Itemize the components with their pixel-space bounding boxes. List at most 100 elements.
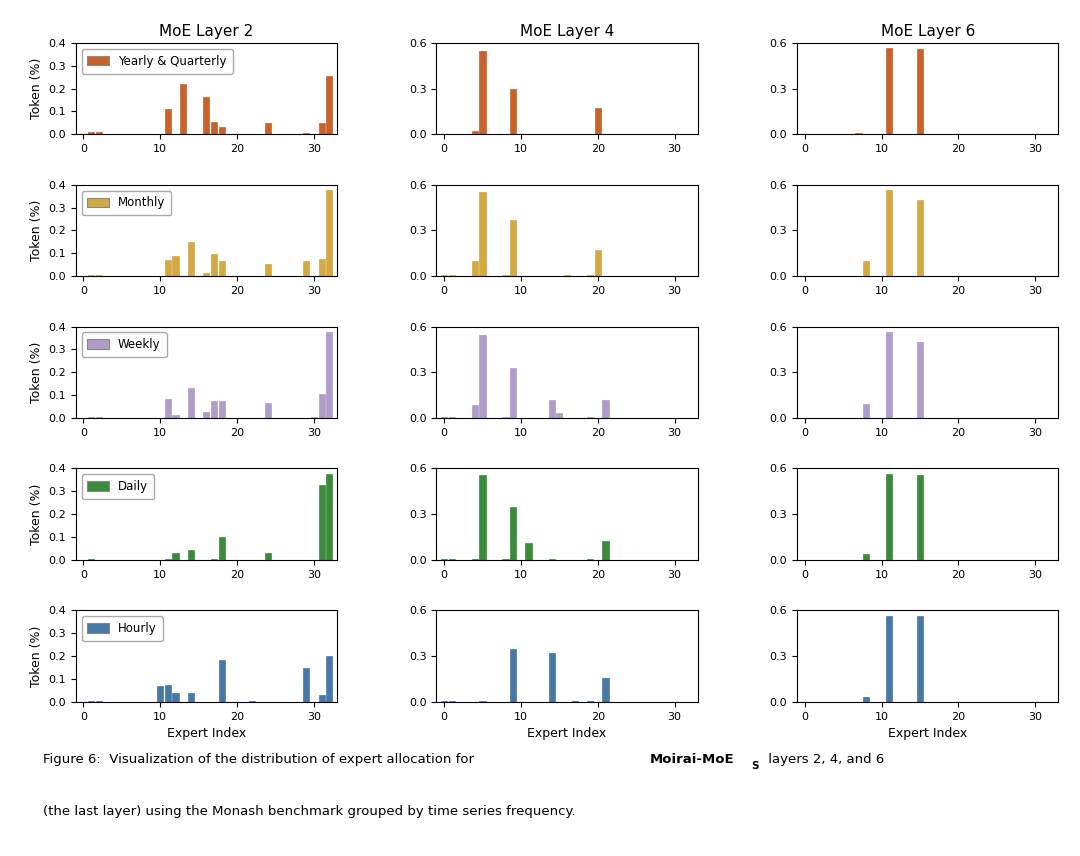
Bar [917, 342, 923, 418]
Bar [173, 256, 178, 276]
Bar [863, 554, 869, 560]
Title: MoE Layer 2: MoE Layer 2 [159, 24, 254, 39]
Bar [188, 389, 194, 418]
Bar [165, 685, 171, 702]
Bar [326, 657, 333, 702]
Legend: Weekly: Weekly [81, 332, 166, 357]
Text: Moirai-MoE: Moirai-MoE [649, 753, 734, 766]
Bar [87, 559, 94, 560]
Bar [319, 394, 325, 418]
Bar [218, 261, 225, 276]
Bar [218, 401, 225, 418]
Bar [917, 616, 923, 702]
Bar [595, 250, 600, 276]
Bar [319, 695, 325, 702]
Bar [87, 701, 94, 702]
Bar [510, 368, 516, 418]
Bar [87, 132, 94, 134]
Bar [855, 133, 862, 134]
X-axis label: Expert Index: Expert Index [166, 728, 246, 740]
Bar [887, 332, 892, 418]
Bar [180, 84, 187, 134]
Legend: Yearly & Quarterly: Yearly & Quarterly [81, 49, 232, 74]
Bar [863, 261, 869, 276]
Bar [249, 701, 256, 702]
Bar [549, 653, 555, 702]
Text: (the last layer) using the Monash benchmark grouped by time series frequency.: (the last layer) using the Monash benchm… [43, 805, 576, 818]
Bar [173, 414, 178, 418]
Bar [165, 559, 171, 560]
Bar [319, 259, 325, 276]
Y-axis label: Token (%): Token (%) [29, 484, 42, 545]
Bar [173, 553, 178, 560]
Bar [319, 484, 325, 560]
Bar [165, 399, 171, 418]
Bar [472, 130, 477, 134]
Bar [595, 108, 600, 134]
Bar [265, 403, 271, 418]
Bar [472, 405, 477, 418]
Bar [917, 474, 923, 560]
Bar [265, 553, 271, 560]
Bar [173, 693, 178, 702]
Legend: Monthly: Monthly [81, 191, 172, 216]
Y-axis label: Token (%): Token (%) [29, 342, 42, 403]
Bar [96, 417, 102, 418]
X-axis label: Expert Index: Expert Index [527, 728, 607, 740]
Text: Figure 6:  Visualization of the distribution of expert allocation for: Figure 6: Visualization of the distribut… [43, 753, 478, 766]
Bar [917, 200, 923, 276]
Bar [203, 273, 210, 276]
Legend: Hourly: Hourly [81, 616, 163, 641]
Bar [556, 413, 563, 418]
Bar [603, 400, 608, 418]
Bar [96, 701, 102, 702]
Y-axis label: Token (%): Token (%) [29, 199, 42, 261]
Bar [211, 122, 217, 134]
Bar [211, 254, 217, 276]
Title: MoE Layer 4: MoE Layer 4 [519, 24, 615, 39]
Bar [319, 123, 325, 134]
Bar [863, 698, 869, 702]
Bar [157, 686, 163, 702]
Bar [303, 261, 309, 276]
Y-axis label: Token (%): Token (%) [29, 626, 42, 687]
Bar [218, 128, 225, 134]
Bar [510, 220, 516, 276]
Bar [326, 474, 333, 560]
Bar [326, 76, 333, 134]
Bar [165, 260, 171, 276]
Text: S: S [752, 761, 759, 770]
Bar [265, 264, 271, 276]
Bar [510, 507, 516, 560]
Bar [472, 261, 477, 276]
Bar [96, 132, 102, 134]
Bar [311, 417, 318, 418]
Title: MoE Layer 6: MoE Layer 6 [880, 24, 975, 39]
Bar [917, 49, 923, 134]
Y-axis label: Token (%): Token (%) [29, 58, 42, 119]
Bar [188, 693, 194, 702]
Bar [218, 660, 225, 702]
Bar [188, 550, 194, 560]
Bar [480, 335, 486, 418]
Bar [211, 401, 217, 418]
Bar [480, 192, 486, 276]
Bar [87, 275, 94, 276]
Legend: Daily: Daily [81, 474, 154, 499]
Bar [603, 541, 608, 560]
Bar [96, 275, 102, 276]
X-axis label: Expert Index: Expert Index [888, 728, 968, 740]
Bar [188, 242, 194, 276]
Bar [165, 110, 171, 134]
Bar [480, 475, 486, 560]
Bar [887, 615, 892, 702]
Bar [526, 544, 531, 560]
Bar [203, 413, 210, 418]
Bar [510, 649, 516, 702]
Bar [326, 332, 333, 418]
Bar [265, 123, 271, 134]
Bar [549, 400, 555, 418]
Bar [303, 668, 309, 702]
Bar [887, 48, 892, 134]
Bar [203, 97, 210, 134]
